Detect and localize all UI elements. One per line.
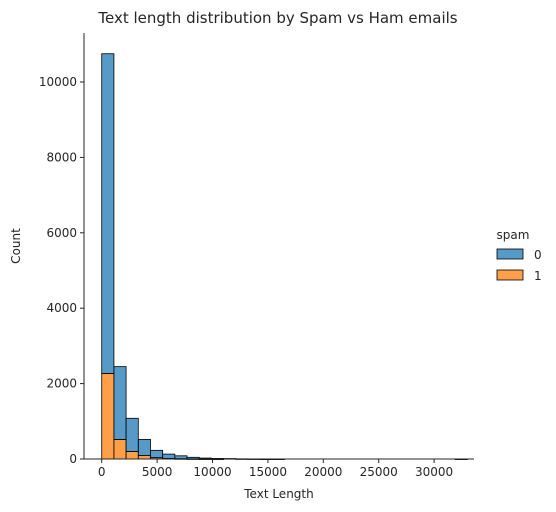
bar-spam-0-bin-1	[114, 367, 126, 440]
x-tick-label-20000: 20000	[304, 465, 342, 479]
y-tick-label-8000: 8000	[46, 150, 77, 164]
x-tick-label-10000: 10000	[193, 465, 231, 479]
y-tick-label-4000: 4000	[46, 301, 77, 315]
x-tick-label-30000: 30000	[415, 465, 453, 479]
y-tick-label-10000: 10000	[39, 75, 77, 89]
y-tick-label-6000: 6000	[46, 226, 77, 240]
y-tick-label-0: 0	[69, 452, 77, 466]
bar-spam-0-bin-2	[126, 418, 138, 451]
bar-spam-1-bin-3	[138, 456, 150, 459]
bar-spam-0-bin-4	[150, 450, 162, 457]
histogram-bars	[102, 54, 468, 460]
x-tick-label-0: 0	[98, 465, 106, 479]
bar-spam-1-bin-0	[102, 373, 114, 459]
x-tick-label-25000: 25000	[360, 465, 398, 479]
bar-spam-1-bin-2	[126, 451, 138, 459]
legend-swatch-0	[497, 249, 523, 259]
bar-spam-0-bin-5	[163, 454, 175, 458]
y-tick-label-2000: 2000	[46, 377, 77, 391]
legend-swatch-1	[497, 270, 523, 280]
legend-label-0: 0	[534, 248, 542, 262]
bar-spam-1-bin-1	[114, 439, 126, 459]
y-axis-label: Count	[9, 228, 23, 264]
x-axis-label: Text Length	[243, 487, 313, 501]
bar-spam-0-bin-3	[138, 439, 150, 455]
x-tick-label-5000: 5000	[142, 465, 173, 479]
legend-label-1: 1	[534, 269, 542, 283]
bar-spam-0-bin-6	[175, 456, 187, 459]
legend: spam 0 1	[497, 228, 542, 283]
chart-title: Text length distribution by Spam vs Ham …	[97, 9, 457, 27]
x-tick-label-15000: 15000	[249, 465, 287, 479]
bar-spam-0-bin-0	[102, 54, 114, 374]
legend-title: spam	[497, 228, 530, 242]
